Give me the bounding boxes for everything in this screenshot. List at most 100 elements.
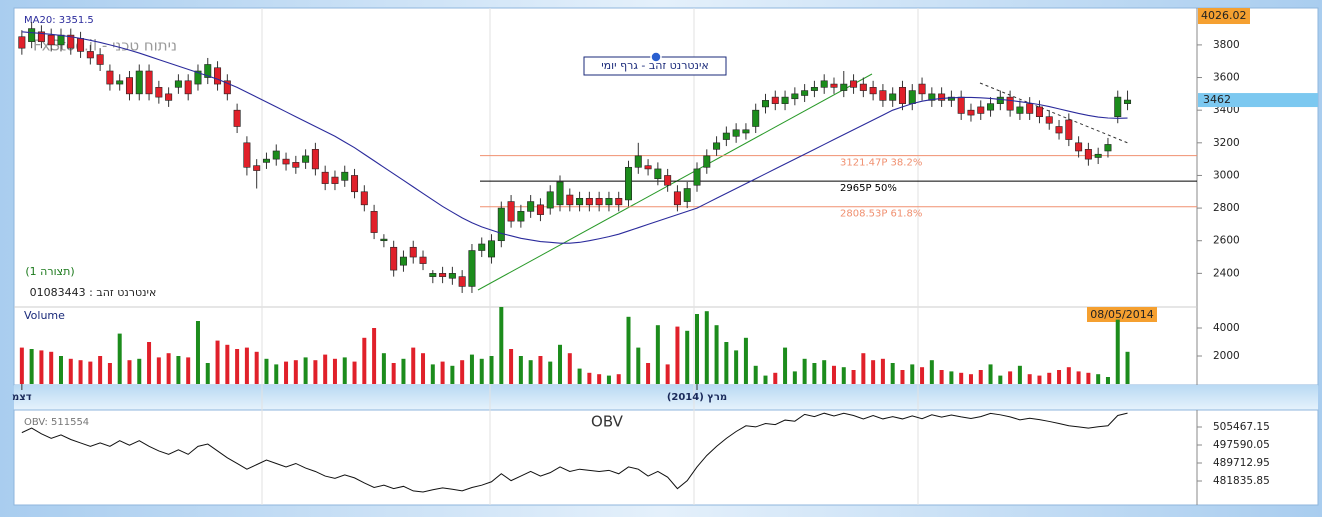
candle-body bbox=[840, 83, 848, 91]
volume-bar bbox=[743, 337, 748, 384]
volume-bar bbox=[626, 316, 631, 384]
candle-body bbox=[781, 96, 789, 104]
candle-body bbox=[1035, 106, 1043, 118]
volume-bar bbox=[724, 342, 729, 384]
volume-bar bbox=[1115, 319, 1120, 384]
volume-bar bbox=[871, 360, 876, 384]
volume-bar bbox=[841, 367, 846, 384]
candle-body bbox=[282, 158, 290, 165]
candle-body bbox=[517, 211, 525, 222]
candle-body bbox=[233, 109, 241, 127]
volume-bar bbox=[39, 350, 44, 384]
candle-body bbox=[351, 175, 359, 193]
candle-body bbox=[311, 149, 319, 170]
volume-bar bbox=[499, 307, 504, 384]
volume-bar bbox=[58, 356, 63, 384]
last-price: 3462 bbox=[1203, 93, 1231, 106]
volume-bar bbox=[479, 358, 484, 384]
x-axis-band bbox=[14, 385, 1318, 410]
title-handle[interactable] bbox=[650, 51, 662, 63]
candle-body bbox=[135, 70, 143, 95]
candle-body bbox=[223, 80, 231, 95]
y-tick-label: 3200 bbox=[1213, 137, 1240, 149]
obv-title: OBV bbox=[591, 413, 624, 431]
candle-body bbox=[67, 34, 75, 49]
volume-bar bbox=[460, 360, 465, 384]
candle-body bbox=[898, 87, 906, 104]
candle-body bbox=[595, 197, 603, 206]
candle-body bbox=[419, 256, 427, 264]
volume-bar bbox=[685, 330, 690, 384]
volume-bar bbox=[332, 358, 337, 384]
obv-line bbox=[21, 412, 1128, 493]
candle-body bbox=[497, 207, 505, 242]
y-tick-label: 2400 bbox=[1213, 267, 1240, 279]
candle-body bbox=[439, 273, 447, 277]
candle-body bbox=[341, 171, 349, 181]
candle-body bbox=[918, 83, 926, 95]
candle-body bbox=[742, 129, 750, 134]
candle-body bbox=[429, 273, 437, 277]
candle-body bbox=[1075, 142, 1083, 152]
volume-bar bbox=[509, 349, 514, 384]
volume-bar bbox=[949, 371, 954, 384]
volume-bar bbox=[1125, 351, 1130, 384]
y-tick-label: 3600 bbox=[1213, 72, 1240, 84]
volume-bar bbox=[763, 375, 768, 384]
volume-bar bbox=[1066, 367, 1071, 384]
candle-body bbox=[634, 155, 642, 168]
candle-body bbox=[791, 93, 799, 100]
candle-body bbox=[96, 54, 104, 65]
candle-body bbox=[106, 70, 114, 85]
trend-line bbox=[477, 73, 873, 291]
volume-bar bbox=[998, 375, 1003, 384]
volume-bar bbox=[636, 347, 641, 384]
volume-bar bbox=[284, 361, 289, 384]
candle-body bbox=[1065, 119, 1073, 140]
volume-bar bbox=[225, 344, 230, 384]
candle-body bbox=[321, 171, 329, 184]
volume-bar bbox=[773, 372, 778, 384]
volume-bar bbox=[166, 353, 171, 384]
candle-body bbox=[165, 93, 173, 101]
volume-bar bbox=[1057, 370, 1062, 384]
candle-body bbox=[448, 273, 456, 279]
volume-bar bbox=[19, 347, 24, 384]
volume-bar bbox=[489, 356, 494, 384]
candle-body bbox=[703, 155, 711, 168]
y-tick-label: 505467.15 bbox=[1213, 421, 1270, 433]
volume-bar bbox=[665, 364, 670, 384]
candle-body bbox=[360, 191, 368, 206]
volume-bar bbox=[362, 337, 367, 384]
volume-bar bbox=[694, 314, 699, 384]
candle-body bbox=[879, 90, 887, 101]
volume-bar bbox=[528, 360, 533, 384]
volume-bar bbox=[518, 356, 523, 384]
candle-body bbox=[214, 67, 222, 85]
candle-body bbox=[370, 211, 378, 233]
volume-title: Volume bbox=[24, 309, 65, 322]
candle-body bbox=[125, 77, 133, 95]
candle-body bbox=[380, 238, 388, 242]
last-price-box bbox=[1198, 93, 1318, 108]
volume-bar bbox=[978, 370, 983, 384]
candle-body bbox=[86, 51, 94, 59]
volume-bar bbox=[939, 370, 944, 384]
candle-body bbox=[889, 93, 897, 101]
y-tick-label: 489712.95 bbox=[1213, 457, 1270, 469]
candle-body bbox=[1114, 96, 1122, 118]
candle-body bbox=[47, 34, 55, 46]
fib-label: 2808.53P 61.8% bbox=[840, 209, 922, 220]
volume-bar bbox=[861, 353, 866, 384]
volume-bar bbox=[1076, 371, 1081, 384]
volume-bar bbox=[156, 357, 161, 384]
trend-line bbox=[979, 82, 1129, 144]
volume-bar bbox=[1086, 372, 1091, 384]
volume-bar bbox=[147, 342, 152, 384]
candle-body bbox=[585, 197, 593, 206]
candle-body bbox=[957, 96, 965, 114]
candle-body bbox=[761, 100, 769, 108]
volume-bar bbox=[1008, 371, 1013, 384]
candle-body bbox=[37, 31, 45, 42]
y-tick-label: 2800 bbox=[1213, 202, 1240, 214]
